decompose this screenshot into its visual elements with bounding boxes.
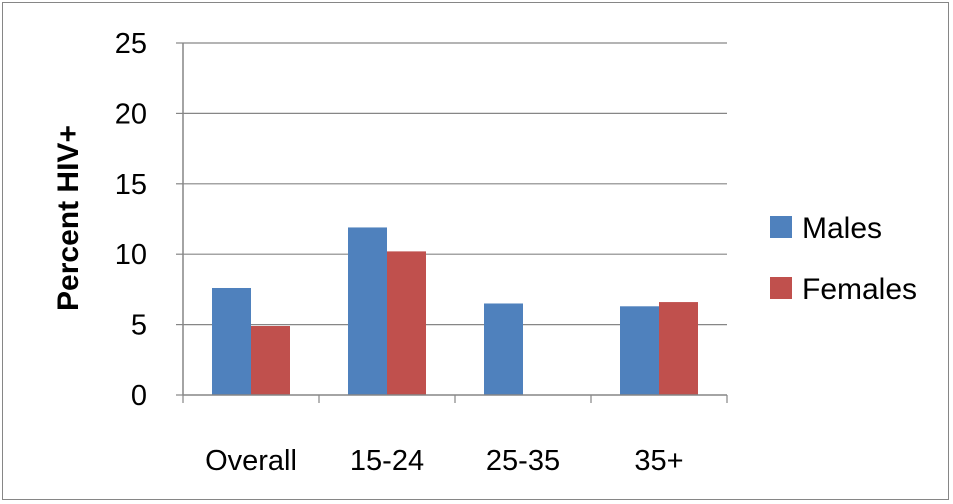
- y-tick-label: 0: [131, 380, 147, 412]
- y-tick-label: 5: [131, 310, 147, 342]
- x-tick-labels: Overall 15-24 25-35 35+: [205, 445, 684, 477]
- bar-females-3: [659, 302, 698, 395]
- y-tick-label: 10: [115, 239, 147, 271]
- legend: Males Females: [770, 212, 917, 306]
- y-tick-label: 15: [115, 169, 147, 201]
- bar-males-3: [620, 306, 659, 395]
- legend-label-females: Females: [802, 273, 917, 306]
- x-tick-label: 35+: [634, 445, 683, 477]
- bar-males-0: [212, 287, 251, 395]
- x-tick-label: 25-35: [486, 445, 560, 477]
- x-tick-label: 15-24: [350, 445, 424, 477]
- bar-females-1: [387, 251, 426, 395]
- y-axis-title: Percent HIV+: [52, 125, 85, 311]
- y-tick-labels: 0 5 10 15 20 25: [115, 28, 147, 412]
- legend-label-males: Males: [802, 212, 882, 245]
- bar-males-1: [348, 227, 387, 395]
- bars: [212, 227, 698, 395]
- x-tick-label: Overall: [205, 445, 297, 477]
- bar-females-0: [251, 326, 290, 395]
- y-tick-label: 25: [115, 28, 147, 60]
- bar-males-2: [484, 303, 523, 395]
- legend-swatch-females: [770, 277, 792, 299]
- y-tick-label: 20: [115, 98, 147, 130]
- axes: [182, 43, 727, 396]
- legend-swatch-males: [770, 216, 792, 238]
